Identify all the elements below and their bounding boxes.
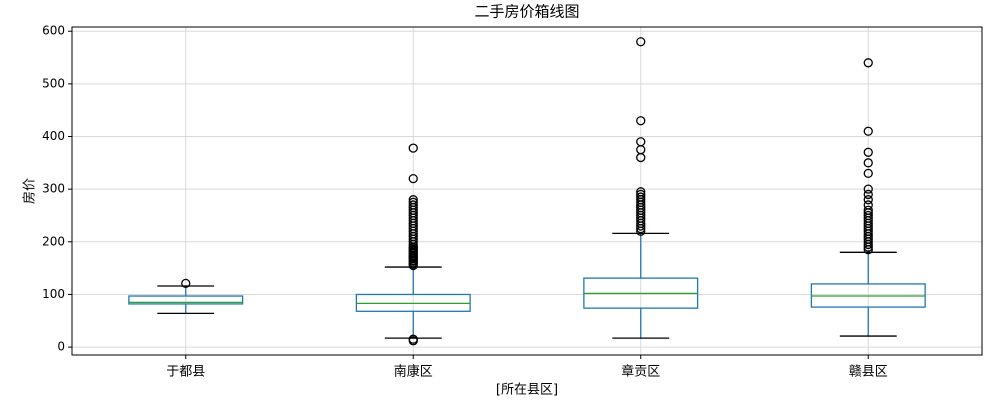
y-tick-label: 400 bbox=[42, 129, 65, 143]
flier bbox=[636, 37, 646, 47]
flier bbox=[863, 205, 873, 215]
flier bbox=[863, 168, 873, 179]
x-tick-label: 南康区 bbox=[394, 364, 433, 380]
flier bbox=[863, 158, 873, 168]
plot-frame bbox=[71, 26, 983, 356]
flier bbox=[863, 126, 873, 136]
flier bbox=[636, 137, 646, 147]
chart-title: 二手房价箱线图 bbox=[474, 3, 579, 21]
y-tick-label: 100 bbox=[42, 287, 65, 301]
flier bbox=[408, 197, 418, 207]
flier bbox=[863, 210, 873, 221]
flier bbox=[408, 334, 418, 344]
flier bbox=[636, 189, 646, 200]
flier bbox=[863, 184, 873, 194]
x-tick-label: 于都县 bbox=[166, 365, 205, 380]
y-tick-label: 600 bbox=[42, 24, 65, 38]
y-tick-label: 0 bbox=[57, 340, 65, 354]
flier bbox=[636, 192, 646, 202]
y-tick-label: 200 bbox=[42, 234, 65, 248]
box bbox=[128, 295, 244, 305]
x-tick-label: 赣县区 bbox=[849, 365, 888, 380]
flier bbox=[636, 187, 646, 197]
flier bbox=[408, 200, 418, 210]
flier bbox=[863, 147, 873, 157]
flier bbox=[863, 189, 873, 200]
flier bbox=[636, 116, 646, 126]
flier bbox=[863, 195, 873, 205]
flier bbox=[863, 200, 873, 210]
flier bbox=[181, 278, 191, 289]
y-tick-label: 500 bbox=[42, 76, 65, 90]
x-axis-label: [所在县区] bbox=[496, 383, 558, 398]
flier bbox=[408, 173, 418, 184]
y-axis-label: 房价 bbox=[22, 178, 38, 204]
x-tick-label: 章贡区 bbox=[621, 364, 660, 380]
flier bbox=[863, 58, 873, 68]
flier bbox=[408, 143, 418, 153]
flier bbox=[408, 195, 418, 205]
y-tick-label: 300 bbox=[42, 182, 65, 196]
